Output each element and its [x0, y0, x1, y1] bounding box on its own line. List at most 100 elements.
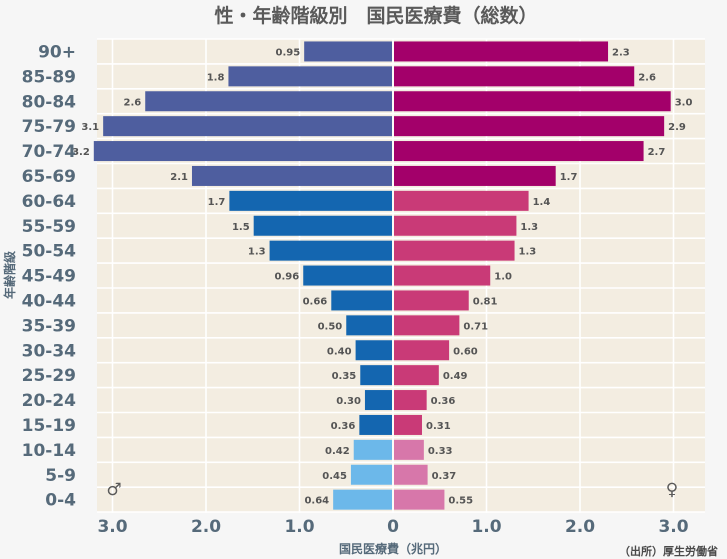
age-label: 0-4 — [45, 491, 76, 511]
age-label: 65-69 — [22, 167, 76, 187]
male-bar — [364, 390, 392, 411]
female-value-label: 0.81 — [473, 296, 498, 307]
female-bar — [394, 190, 529, 211]
age-labels: 90+ 85-89 80-84 75-79 70-74 65-69 60-64 55-59 50… — [22, 42, 77, 510]
age-label: 20-24 — [22, 391, 77, 411]
male-bar — [191, 165, 392, 186]
female-bar — [394, 439, 424, 460]
female-bar — [394, 390, 427, 411]
male-value-label: 0.95 — [275, 47, 300, 58]
age-label: 15-19 — [22, 416, 76, 436]
x-tick-label: 3.0 — [97, 517, 127, 537]
female-value-label: 0.49 — [443, 371, 468, 382]
female-value-label: 2.9 — [668, 122, 686, 133]
age-label: 70-74 — [22, 142, 77, 162]
female-bar — [394, 489, 445, 510]
female-value-label: 3.0 — [675, 97, 693, 108]
male-bar — [355, 340, 392, 361]
male-bar — [103, 116, 393, 137]
male-bar — [145, 91, 392, 112]
female-value-label: 1.0 — [494, 272, 512, 283]
female-value-label: 0.36 — [431, 396, 456, 407]
female-value-label: 1.3 — [519, 247, 537, 258]
source-note: （出所）厚生労働省 — [619, 544, 718, 558]
age-label: 35-39 — [22, 316, 76, 336]
male-value-label: 0.36 — [331, 421, 356, 432]
x-tick-label: 1.0 — [284, 517, 314, 537]
female-bar — [394, 66, 635, 87]
x-tick-label: 2.0 — [565, 517, 595, 537]
age-label: 55-59 — [22, 217, 76, 237]
female-value-label: 2.7 — [648, 147, 666, 158]
female-value-label: 2.6 — [638, 72, 656, 83]
female-bar — [394, 340, 450, 361]
female-bar — [394, 41, 609, 62]
male-value-label: 0.45 — [322, 471, 347, 482]
male-bar — [304, 41, 392, 62]
age-label: 5-9 — [45, 466, 76, 486]
male-value-label: 1.3 — [248, 247, 266, 258]
age-label: 80-84 — [22, 92, 77, 112]
male-bar — [269, 240, 392, 261]
age-label: 25-29 — [22, 366, 76, 386]
male-value-label: 0.64 — [304, 496, 329, 507]
age-label: 50-54 — [22, 242, 77, 262]
age-label: 45-49 — [22, 267, 76, 287]
x-tick-labels: 3.0 2.0 1.0 0 1.0 2.0 3.0 — [97, 517, 688, 537]
male-bar — [333, 489, 392, 510]
female-value-label: 0.31 — [426, 421, 451, 432]
male-bar — [360, 365, 392, 386]
female-bar — [394, 141, 644, 162]
x-tick-label: 1.0 — [471, 517, 501, 537]
female-bar — [394, 265, 491, 286]
age-label: 10-14 — [22, 441, 77, 461]
female-value-label: 1.3 — [520, 222, 538, 233]
female-symbol: ♀ — [666, 480, 678, 500]
female-value-label: 0.71 — [463, 321, 488, 332]
female-value-label: 0.37 — [432, 471, 457, 482]
grid — [97, 38, 705, 513]
chart-title: 性・年齢階級別 国民医療費（総数） — [214, 4, 537, 27]
male-bar — [331, 290, 392, 311]
female-bar — [394, 464, 428, 485]
age-label: 40-44 — [22, 291, 77, 311]
age-label: 90+ — [38, 42, 76, 62]
age-label: 60-64 — [22, 192, 77, 212]
female-bar — [394, 215, 517, 236]
female-bar — [394, 116, 665, 137]
male-bar — [93, 141, 393, 162]
male-value-label: 1.5 — [232, 222, 250, 233]
x-axis-label: 国民医療費（兆円） — [339, 541, 447, 556]
female-value-label: 1.7 — [560, 172, 578, 183]
male-value-label: 0.66 — [303, 296, 328, 307]
female-bar — [394, 315, 460, 336]
x-tick-label: 2.0 — [191, 517, 221, 537]
female-bar — [394, 365, 439, 386]
female-bar — [394, 240, 515, 261]
male-value-label: 3.2 — [72, 147, 90, 158]
male-bar — [229, 190, 392, 211]
male-bar — [353, 439, 392, 460]
male-value-label: 0.50 — [318, 321, 343, 332]
female-value-label: 0.55 — [448, 496, 473, 507]
male-bar — [253, 215, 392, 236]
age-label: 75-79 — [22, 117, 76, 137]
male-symbol: ♂ — [106, 480, 121, 500]
male-value-label: 3.1 — [81, 122, 99, 133]
male-value-label: 0.30 — [336, 396, 361, 407]
female-bar — [394, 290, 469, 311]
value-labels: 0.95 2.3 1.8 2.6 2.6 3.0 3.1 2.9 3.2 2.7 2.1 1.7 1.7… — [72, 47, 692, 506]
female-bar — [394, 165, 556, 186]
male-bar — [359, 414, 392, 435]
male-value-label: 0.96 — [275, 272, 300, 283]
female-value-label: 2.3 — [612, 47, 630, 58]
female-bar — [394, 414, 422, 435]
male-value-label: 2.1 — [170, 172, 188, 183]
x-tick-label: 3.0 — [658, 517, 688, 537]
female-value-label: 0.60 — [453, 346, 478, 357]
male-value-label: 2.6 — [124, 97, 142, 108]
male-bar — [350, 464, 392, 485]
bars — [93, 41, 671, 510]
male-value-label: 0.40 — [327, 346, 352, 357]
